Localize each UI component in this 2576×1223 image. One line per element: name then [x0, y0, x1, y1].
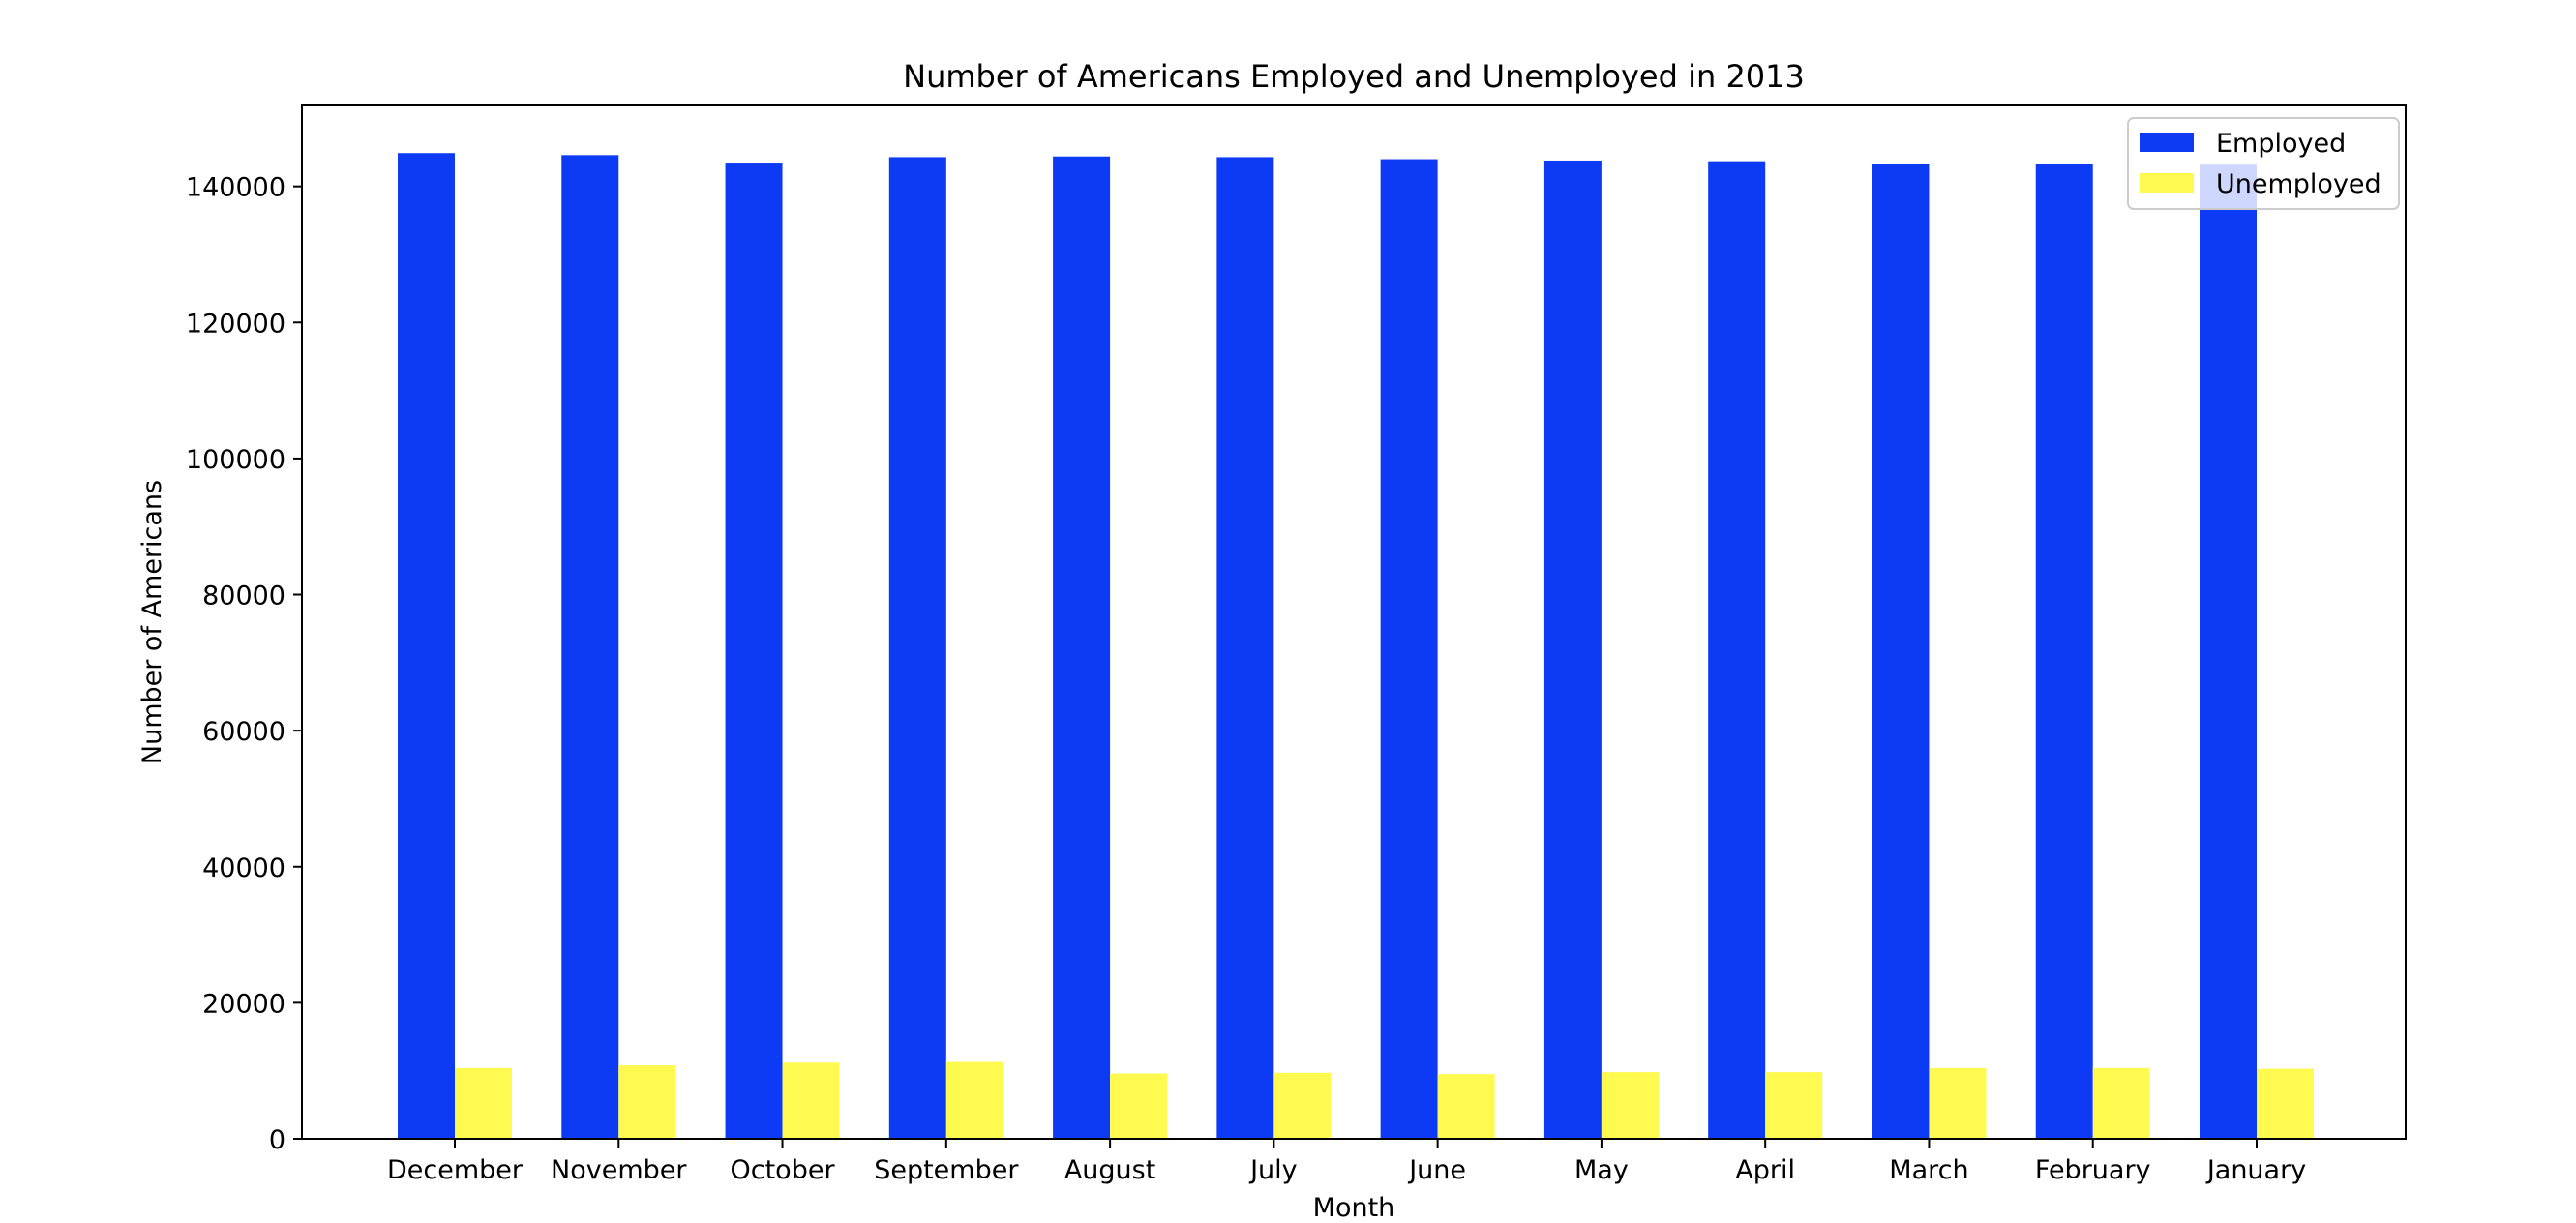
y-tick-label: 0 — [269, 1125, 285, 1155]
y-axis-label: Number of Americans — [137, 480, 167, 764]
x-tick-label: January — [2205, 1155, 2306, 1185]
y-axis: 0 20000 40000 60000 80000 100000 120000 140000 — [186, 173, 302, 1155]
y-tick-label: 100000 — [186, 445, 285, 475]
bar-employed-february — [2035, 164, 2093, 1140]
x-tick-label: December — [387, 1155, 524, 1185]
legend-box — [2127, 117, 2400, 210]
x-axis-label: Month — [1313, 1193, 1395, 1223]
x-tick-label: August — [1064, 1155, 1156, 1185]
bar-employed-september — [888, 157, 946, 1139]
bar-employed-december — [398, 153, 455, 1140]
bar-employed-june — [1380, 159, 1438, 1139]
chart-title: Number of Americans Employed and Unemplo… — [903, 58, 1805, 95]
legend-swatch-employed — [2140, 133, 2194, 152]
bar-unemployed-august — [1110, 1073, 1168, 1139]
bar-unemployed-march — [1929, 1067, 1987, 1139]
legend-label-employed: Employed — [2216, 129, 2346, 159]
bar-unemployed-september — [945, 1061, 1003, 1139]
bar-unemployed-january — [2257, 1068, 2314, 1139]
bar-unemployed-december — [455, 1067, 512, 1139]
bar-unemployed-february — [2092, 1067, 2150, 1139]
bar-employed-november — [561, 155, 619, 1139]
bar-employed-january — [2200, 164, 2257, 1139]
bar-employed-april — [1708, 161, 1766, 1140]
bar-unemployed-april — [1765, 1072, 1823, 1139]
x-tick-label: July — [1248, 1155, 1298, 1185]
bar-unemployed-october — [782, 1062, 840, 1139]
bar-unemployed-november — [618, 1065, 676, 1139]
y-tick-label: 40000 — [202, 853, 285, 883]
legend-swatch-unemployed — [2140, 173, 2194, 193]
x-tick-label: October — [731, 1155, 836, 1185]
y-tick-label: 140000 — [186, 173, 285, 203]
x-tick-label: April — [1735, 1155, 1795, 1185]
x-tick-label: May — [1574, 1155, 1629, 1185]
x-tick-label: November — [551, 1155, 687, 1185]
y-tick-label: 80000 — [202, 582, 285, 612]
bar-employed-march — [1872, 164, 1930, 1140]
bar-unemployed-june — [1437, 1074, 1495, 1139]
bar-unemployed-july — [1273, 1072, 1332, 1139]
legend-label-unemployed: Unemployed — [2216, 169, 2381, 199]
bar-employed-october — [725, 163, 783, 1139]
bar-employed-july — [1216, 157, 1274, 1139]
x-tick-label: June — [1407, 1155, 1466, 1185]
plot-frame — [301, 104, 2407, 1140]
x-axis: December November October September August Ju… — [387, 1139, 2306, 1185]
bar-unemployed-may — [1601, 1072, 1659, 1139]
y-tick-label: 20000 — [202, 989, 285, 1019]
bar-employed-may — [1543, 160, 1602, 1139]
y-tick-label: 60000 — [202, 717, 285, 747]
legend: Employed Unemployed — [2127, 117, 2400, 210]
x-tick-label: March — [1889, 1155, 1968, 1185]
x-tick-label: February — [2035, 1155, 2151, 1185]
bar-employed-august — [1053, 156, 1111, 1139]
y-tick-label: 120000 — [186, 309, 285, 339]
bars-group — [398, 153, 2314, 1140]
x-tick-label: September — [874, 1155, 1019, 1185]
